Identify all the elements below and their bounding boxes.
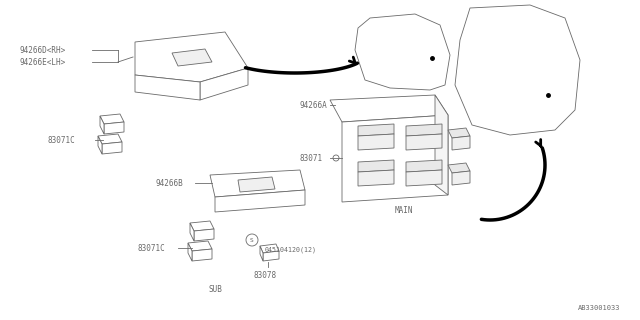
Text: 83071: 83071 bbox=[300, 154, 323, 163]
Polygon shape bbox=[406, 134, 442, 150]
Polygon shape bbox=[358, 170, 394, 186]
Polygon shape bbox=[263, 251, 279, 261]
Polygon shape bbox=[188, 243, 192, 261]
Polygon shape bbox=[448, 163, 470, 173]
Polygon shape bbox=[260, 246, 263, 261]
Polygon shape bbox=[192, 249, 212, 261]
Text: 94266A: 94266A bbox=[300, 100, 328, 109]
Polygon shape bbox=[358, 160, 394, 172]
Polygon shape bbox=[190, 221, 214, 231]
Polygon shape bbox=[215, 190, 305, 212]
Text: MAIN: MAIN bbox=[395, 205, 413, 214]
Polygon shape bbox=[188, 241, 212, 251]
Text: S: S bbox=[250, 237, 254, 243]
Polygon shape bbox=[452, 136, 470, 150]
Polygon shape bbox=[260, 244, 279, 253]
Polygon shape bbox=[452, 171, 470, 185]
Polygon shape bbox=[102, 142, 122, 154]
Polygon shape bbox=[406, 124, 442, 136]
Polygon shape bbox=[455, 5, 580, 135]
Text: 83071C: 83071C bbox=[48, 135, 76, 145]
Polygon shape bbox=[200, 68, 248, 100]
Text: 94266B: 94266B bbox=[155, 179, 183, 188]
Text: 045104120(12): 045104120(12) bbox=[265, 247, 317, 253]
Polygon shape bbox=[100, 114, 124, 124]
Polygon shape bbox=[190, 223, 194, 241]
Text: 94266E<LH>: 94266E<LH> bbox=[20, 58, 67, 67]
Polygon shape bbox=[135, 32, 248, 82]
Text: 94266D<RH>: 94266D<RH> bbox=[20, 45, 67, 54]
Polygon shape bbox=[98, 134, 122, 144]
Polygon shape bbox=[448, 128, 470, 138]
Polygon shape bbox=[172, 49, 212, 66]
Text: 83071C: 83071C bbox=[138, 244, 166, 252]
Polygon shape bbox=[358, 134, 394, 150]
Polygon shape bbox=[238, 177, 275, 192]
Polygon shape bbox=[355, 14, 450, 90]
Polygon shape bbox=[100, 116, 104, 134]
Polygon shape bbox=[104, 122, 124, 134]
Polygon shape bbox=[98, 136, 102, 154]
Polygon shape bbox=[358, 124, 394, 136]
Polygon shape bbox=[342, 115, 448, 202]
Polygon shape bbox=[194, 229, 214, 241]
Polygon shape bbox=[210, 170, 305, 197]
Text: SUB: SUB bbox=[208, 285, 222, 294]
Text: 83078: 83078 bbox=[253, 270, 276, 279]
Polygon shape bbox=[406, 160, 442, 172]
Polygon shape bbox=[406, 170, 442, 186]
Polygon shape bbox=[135, 75, 200, 100]
Polygon shape bbox=[435, 95, 448, 195]
Text: AB33001033: AB33001033 bbox=[577, 305, 620, 311]
Polygon shape bbox=[330, 95, 448, 122]
